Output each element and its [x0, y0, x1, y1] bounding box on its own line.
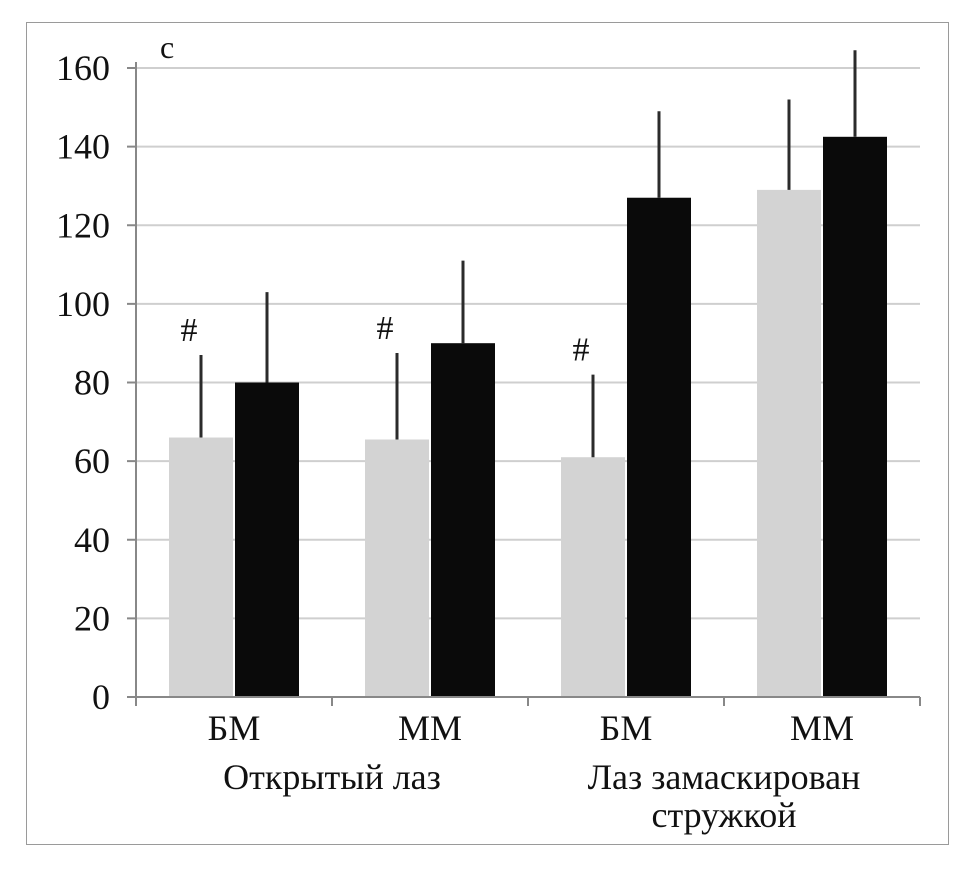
y-tick-label: 0 [92, 677, 110, 717]
bar [757, 189, 821, 697]
y-tick-label: 20 [74, 598, 110, 638]
x-category-label: ММ [398, 708, 462, 748]
bars [169, 136, 887, 697]
y-tick-label: 160 [56, 48, 110, 88]
bar [235, 382, 299, 697]
group-label: стружкой [651, 795, 796, 835]
significance-marker: # [377, 310, 394, 347]
labels: 0 20 40 60 80 100 120 140 160 # БМ # ММ # БМ ММ Открытый… [56, 48, 860, 835]
bar [365, 439, 429, 697]
x-category-label: БМ [208, 708, 261, 748]
error-bars [199, 50, 857, 458]
bar [823, 136, 887, 697]
x-category-label: ММ [790, 708, 854, 748]
y-unit-label: с [160, 29, 174, 65]
y-tick-label: 40 [74, 520, 110, 560]
bar [431, 343, 495, 697]
y-tick-label: 100 [56, 284, 110, 324]
y-tick-label: 120 [56, 205, 110, 245]
y-tick-label: 140 [56, 127, 110, 167]
group-label: Лаз замаскирован [588, 757, 861, 797]
bar [169, 437, 233, 697]
bar [627, 197, 691, 697]
y-tick-label: 80 [74, 363, 110, 403]
significance-marker: # [181, 312, 198, 349]
bar [561, 457, 625, 697]
axes [127, 62, 921, 706]
x-category-label: БМ [600, 708, 653, 748]
y-tick-label: 60 [74, 441, 110, 481]
group-label: Открытый лаз [223, 757, 441, 797]
significance-marker: # [573, 332, 590, 369]
